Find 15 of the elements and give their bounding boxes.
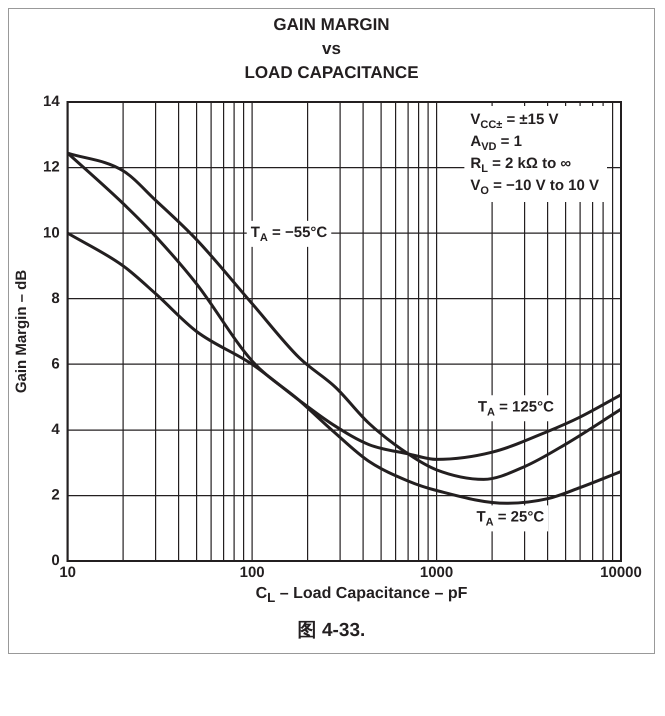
- x-tick-label: 100: [240, 564, 265, 582]
- y-tick-label: 10: [42, 224, 60, 242]
- x-tick-label: 1000: [420, 564, 454, 582]
- x-tick-label: 10000: [600, 564, 642, 582]
- y-axis-title: Gain Margin – dB: [13, 270, 30, 394]
- y-tick-label: 6: [51, 355, 60, 372]
- chart-title: GAIN MARGIN vs LOAD CAPACITANCE: [243, 14, 420, 84]
- y-tick-label: 14: [42, 93, 60, 110]
- x-axis-title: C$_{L}$ – Load Capacitance – pF: [254, 585, 468, 606]
- y-tick-label: 8: [51, 290, 60, 307]
- y-tick-label: 0: [51, 552, 60, 570]
- caption: 图 4-33.: [296, 619, 366, 644]
- y-tick-label: 4: [51, 421, 60, 438]
- y-tick-label: 12: [42, 158, 60, 176]
- y-tick-label: 2: [51, 486, 60, 504]
